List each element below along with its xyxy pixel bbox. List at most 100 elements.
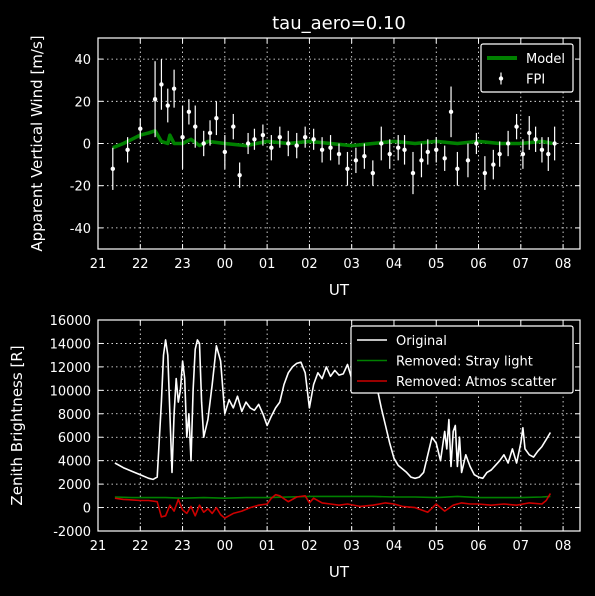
- x-tick-label: 00: [217, 257, 234, 272]
- x-tick-label: 01: [259, 257, 276, 272]
- data-point: [482, 170, 488, 176]
- y-tick-label: 8000: [58, 408, 91, 423]
- x-tick-label: 00: [217, 539, 234, 554]
- data-point: [514, 124, 519, 129]
- data-point: [434, 147, 439, 153]
- x-tick-label: 07: [513, 257, 530, 272]
- legend-box: [350, 325, 574, 394]
- x-tick-label: 02: [301, 539, 318, 554]
- legend-label: Original: [396, 334, 447, 349]
- data-point: [125, 147, 130, 153]
- chart-title: tau_aero=0.10: [272, 13, 406, 34]
- data-point: [353, 158, 359, 163]
- data-point: [302, 134, 308, 140]
- legend: Model FPI: [480, 43, 574, 93]
- data-point: [207, 130, 213, 136]
- axes-frame: [97, 37, 581, 250]
- y-tick-label: 4000: [58, 455, 91, 470]
- x-tick-label: 23: [174, 539, 191, 554]
- plot-area: [114, 339, 552, 519]
- y-tick-label: 0: [83, 138, 91, 153]
- y-tick-label: 14000: [50, 337, 91, 352]
- y-tick-label: 12000: [50, 361, 91, 376]
- data-point: [311, 137, 316, 142]
- legend-swatch: [498, 76, 504, 81]
- data-point: [237, 172, 242, 178]
- x-tick-label: 07: [513, 539, 530, 554]
- series-line: [114, 493, 552, 519]
- data-point: [395, 145, 401, 150]
- data-point: [201, 141, 206, 146]
- data-point: [245, 141, 251, 146]
- panel-zenith-brightness: 21 22 23 00 01 02 03 04 05 06 07 08 -2000 0 2000 4000 60…: [8, 314, 581, 581]
- data-point: [269, 145, 274, 150]
- data-point: [222, 149, 228, 155]
- data-point: [527, 130, 532, 136]
- data-point: [294, 143, 299, 148]
- data-point: [448, 109, 454, 115]
- x-tick-label: 06: [470, 539, 487, 554]
- data-point: [138, 126, 143, 131]
- data-point: [110, 166, 115, 172]
- legend-label: Removed: Stray light: [396, 355, 533, 370]
- data-point: [497, 151, 502, 157]
- data-point: [345, 166, 350, 172]
- data-point: [520, 151, 526, 157]
- x-tick-label: 01: [259, 539, 276, 554]
- data-point: [171, 86, 177, 91]
- panel-vertical-wind: 21 22 23 00 01 02 03 04 05 06 07 08 -40 -20 0 20 40 UT App…: [28, 35, 581, 299]
- x-tick-label: 08: [555, 257, 572, 272]
- data-point: [552, 141, 557, 146]
- x-tick-label: 03: [343, 257, 360, 272]
- data-point: [410, 170, 416, 176]
- data-point: [465, 158, 471, 163]
- x-tick-label: 03: [343, 539, 360, 554]
- x-axis-label: UT: [329, 563, 350, 581]
- data-point: [455, 166, 460, 172]
- data-point: [505, 141, 511, 146]
- data-point: [165, 103, 170, 108]
- data-point: [260, 132, 266, 138]
- x-tick-label: 22: [132, 539, 149, 554]
- data-point: [387, 151, 392, 157]
- x-tick-label: 05: [428, 539, 445, 554]
- data-point: [286, 141, 291, 146]
- x-axis-label: UT: [329, 281, 350, 299]
- y-axis-label: Zenith Brightness [R]: [8, 345, 26, 505]
- data-point: [186, 109, 192, 115]
- data-point: [474, 141, 479, 146]
- data-point: [159, 82, 164, 87]
- x-tick-label: 21: [90, 257, 107, 272]
- y-tick-label: -40: [70, 222, 91, 237]
- x-tick-label: 04: [386, 539, 403, 554]
- y-tick-label: -20: [70, 180, 91, 195]
- data-point: [539, 147, 545, 153]
- data-point: [180, 134, 185, 140]
- y-tick-label: 6000: [58, 431, 91, 446]
- data-point: [425, 149, 430, 155]
- data-point: [419, 158, 424, 163]
- legend-label: Model: [526, 52, 565, 67]
- data-point: [152, 96, 158, 102]
- x-tick-label: 21: [90, 539, 107, 554]
- data-point: [533, 137, 538, 142]
- y-tick-label: 10000: [50, 384, 91, 399]
- data-point: [193, 124, 198, 129]
- series-line: [114, 495, 551, 499]
- x-tick-label: 02: [301, 257, 318, 272]
- data-point: [277, 134, 283, 140]
- data-point: [319, 147, 325, 153]
- x-tick-label: 22: [132, 257, 149, 272]
- data-point: [336, 151, 342, 157]
- data-point: [379, 141, 384, 146]
- data-point: [546, 151, 551, 157]
- plot-area: [110, 59, 557, 195]
- data-point: [442, 156, 447, 161]
- data-point: [214, 115, 219, 121]
- y-tick-label: 2000: [58, 478, 91, 493]
- data-point: [402, 147, 407, 153]
- legend-label: Removed: Atmos scatter: [396, 375, 557, 390]
- legend-label: FPI: [526, 73, 545, 88]
- y-tick-label: 40: [74, 53, 91, 68]
